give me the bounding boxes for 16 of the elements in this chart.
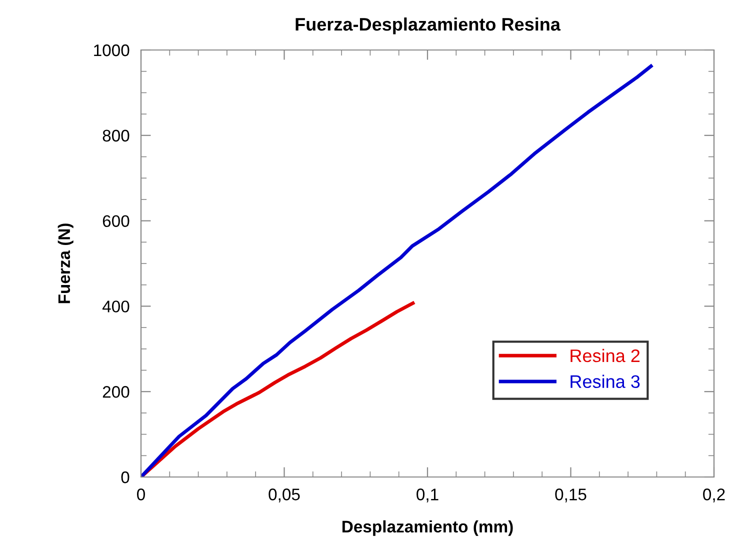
y-tick-label: 600 <box>102 215 130 228</box>
y-tick-label: 200 <box>102 386 130 398</box>
x-tick-label: 0,2 <box>703 488 725 502</box>
chart-title: Fuerza-Desplazamiento Resina <box>296 17 561 34</box>
x-tick-label: 0,1 <box>416 488 438 502</box>
x-tick-label: 0,15 <box>555 488 586 502</box>
x-tick-label: 0 <box>137 488 145 500</box>
x-tick-label: 0,05 <box>268 488 300 502</box>
y-tick-label: 400 <box>102 300 130 312</box>
y-tick-label: 1000 <box>94 44 130 56</box>
legend-label: Resina 2 <box>570 348 640 362</box>
x-axis-title: Desplazamiento (mm) <box>342 520 513 536</box>
legend-label: Resina 3 <box>570 374 640 388</box>
y-axis-title: Fuerza (N) <box>58 224 74 304</box>
y-tick-label: 0 <box>121 471 130 484</box>
y-tick-label: 800 <box>102 130 130 142</box>
